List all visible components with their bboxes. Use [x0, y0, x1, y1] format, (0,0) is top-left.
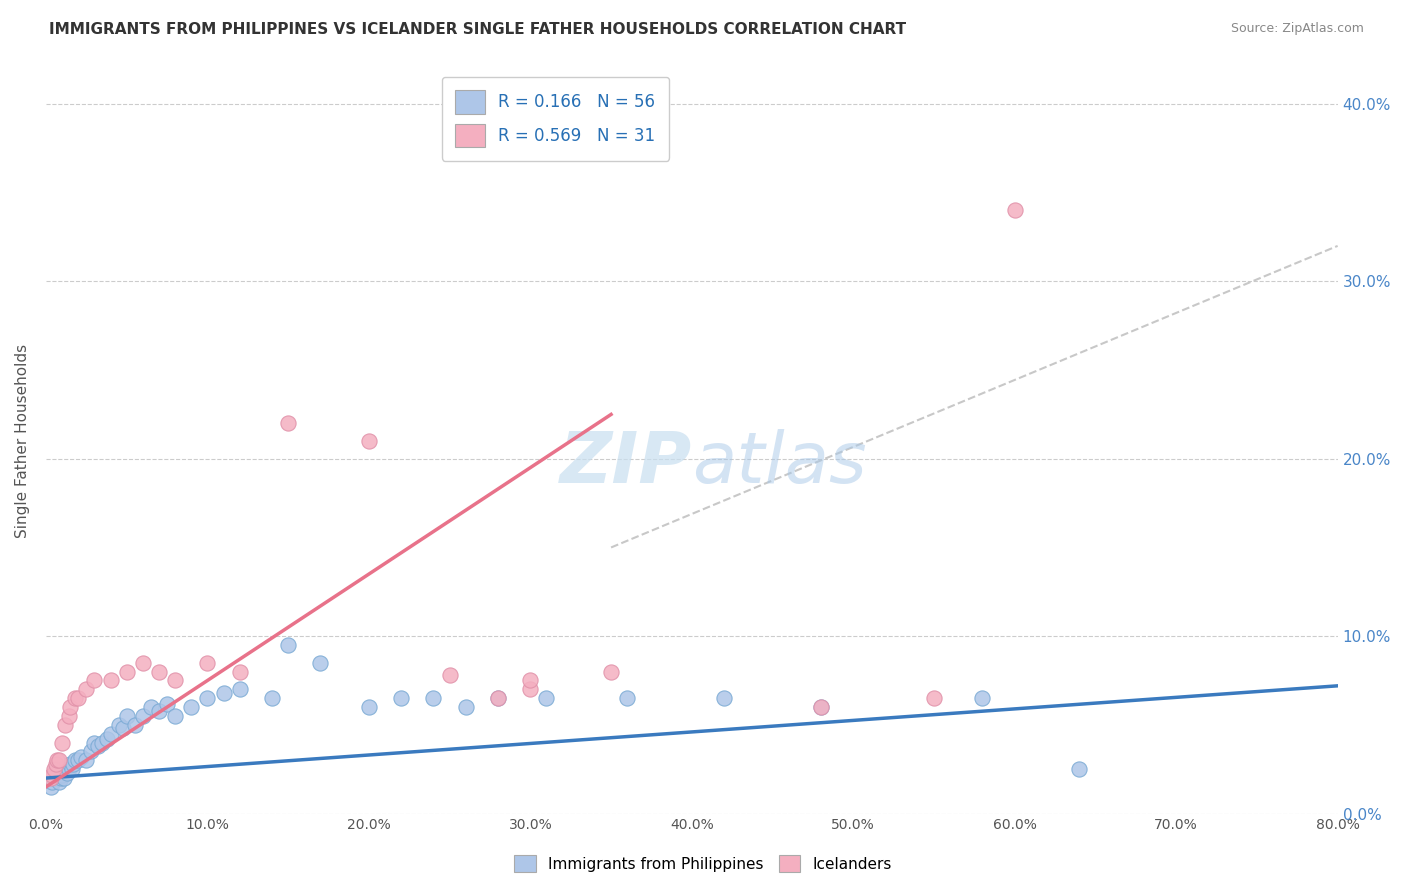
Point: [53, 762, 76, 776]
Point: [972, 691, 994, 706]
Point: [63, 753, 86, 767]
Point: [41, 774, 63, 789]
Point: [42, 771, 65, 785]
Point: [80, 744, 103, 758]
Point: [519, 673, 541, 688]
Point: [357, 700, 380, 714]
Point: [46, 767, 69, 781]
Point: [454, 700, 477, 714]
Point: [59, 700, 82, 714]
Point: [62, 756, 84, 771]
Point: [713, 691, 735, 706]
Point: [39, 780, 62, 794]
Point: [51, 762, 73, 776]
Point: [45, 762, 67, 776]
Text: atlas: atlas: [692, 429, 866, 498]
Point: [58, 762, 80, 776]
Point: [197, 656, 219, 670]
Point: [51, 767, 73, 781]
Point: [197, 691, 219, 706]
Point: [519, 682, 541, 697]
Point: [83, 735, 105, 749]
Point: [439, 668, 461, 682]
Point: [148, 665, 170, 679]
Point: [124, 718, 146, 732]
Point: [132, 709, 155, 723]
Text: ZIP: ZIP: [560, 429, 692, 498]
Point: [42, 762, 65, 776]
Point: [58, 709, 80, 723]
Point: [45, 756, 67, 771]
Point: [107, 718, 129, 732]
Point: [600, 665, 623, 679]
Point: [100, 727, 122, 741]
Point: [228, 665, 250, 679]
Point: [1069, 762, 1091, 776]
Point: [212, 686, 235, 700]
Point: [228, 682, 250, 697]
Point: [277, 417, 299, 431]
Text: Source: ZipAtlas.com: Source: ZipAtlas.com: [1230, 22, 1364, 36]
Point: [48, 753, 70, 767]
Point: [357, 434, 380, 448]
Point: [139, 700, 162, 714]
Point: [156, 697, 179, 711]
Point: [45, 767, 67, 781]
Point: [486, 691, 509, 706]
Point: [60, 762, 83, 776]
Point: [46, 771, 69, 785]
Point: [48, 774, 70, 789]
Point: [75, 753, 97, 767]
Point: [67, 691, 90, 706]
Point: [389, 691, 412, 706]
Point: [86, 739, 108, 753]
Point: [56, 765, 79, 780]
Point: [180, 700, 202, 714]
Point: [165, 709, 187, 723]
Point: [39, 771, 62, 785]
Text: IMMIGRANTS FROM PHILIPPINES VS ICELANDER SINGLE FATHER HOUSEHOLDS CORRELATION CH: IMMIGRANTS FROM PHILIPPINES VS ICELANDER…: [49, 22, 907, 37]
Point: [422, 691, 444, 706]
Point: [165, 673, 187, 688]
Point: [148, 704, 170, 718]
Point: [1004, 203, 1026, 218]
Point: [70, 749, 93, 764]
Point: [83, 673, 105, 688]
Point: [616, 691, 638, 706]
Point: [132, 656, 155, 670]
Point: [277, 638, 299, 652]
Point: [810, 700, 832, 714]
Point: [922, 691, 945, 706]
Point: [67, 753, 90, 767]
Point: [52, 771, 75, 785]
Point: [75, 682, 97, 697]
Point: [96, 732, 118, 747]
Point: [91, 735, 114, 749]
Legend: Immigrants from Philippines, Icelanders: Immigrants from Philippines, Icelanders: [506, 847, 900, 880]
Point: [100, 673, 122, 688]
Point: [112, 722, 135, 736]
Point: [41, 767, 63, 781]
Point: [46, 753, 69, 767]
Point: [53, 718, 76, 732]
Legend: R = 0.166   N = 56, R = 0.569   N = 31: R = 0.166 N = 56, R = 0.569 N = 31: [441, 77, 669, 161]
Point: [49, 771, 72, 785]
Point: [810, 700, 832, 714]
Point: [51, 735, 73, 749]
Point: [63, 691, 86, 706]
Point: [48, 765, 70, 780]
Y-axis label: Single Father Households: Single Father Households: [15, 344, 30, 538]
Point: [486, 691, 509, 706]
Point: [260, 691, 283, 706]
Point: [115, 665, 138, 679]
Point: [309, 656, 332, 670]
Point: [115, 709, 138, 723]
Point: [59, 756, 82, 771]
Point: [536, 691, 558, 706]
